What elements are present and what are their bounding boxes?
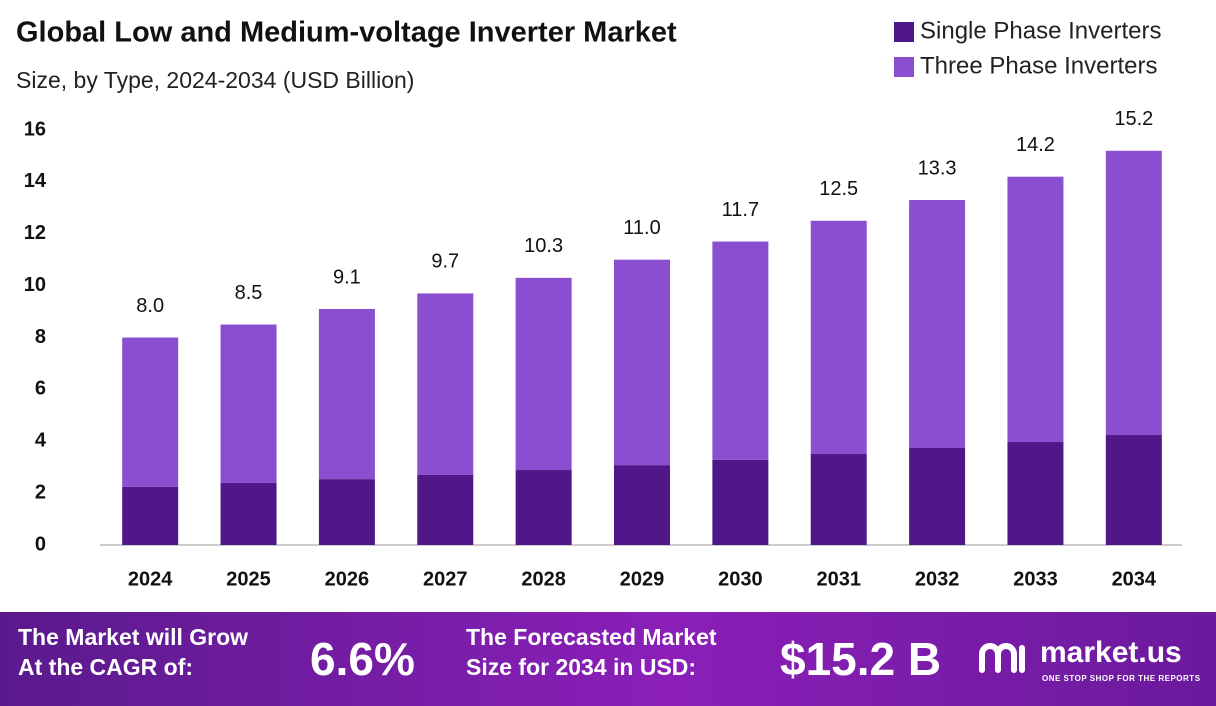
total-label: 8.5 xyxy=(235,282,263,304)
bar-segment xyxy=(515,470,572,545)
x-tick-label: 2031 xyxy=(816,568,861,590)
bar-segment xyxy=(318,308,375,480)
bar-segment xyxy=(810,220,867,454)
total-label: 11.0 xyxy=(623,217,660,239)
legend-swatch xyxy=(894,22,914,42)
x-tick-label: 2027 xyxy=(423,568,468,590)
bar-segment xyxy=(909,200,966,448)
tagline: ONE STOP SHOP FOR THE REPORTS xyxy=(1042,674,1201,683)
x-tick-label: 2026 xyxy=(325,568,370,590)
bar-segment xyxy=(122,337,179,487)
bar-segment xyxy=(417,293,474,475)
footer: The Market will Grow At the CAGR of: 6.6… xyxy=(0,612,1216,706)
bar-segment xyxy=(712,241,769,460)
total-label: 9.1 xyxy=(333,266,361,288)
cagr-line: The Market will Grow xyxy=(18,624,249,650)
cagr-value: 6.6% xyxy=(310,633,415,685)
bar-segment xyxy=(1007,442,1064,545)
bar-segment xyxy=(810,453,867,545)
x-tick-label: 2033 xyxy=(1013,568,1058,590)
total-label: 14.2 xyxy=(1016,134,1055,156)
y-tick-label: 2 xyxy=(35,481,46,503)
x-tick-label: 2028 xyxy=(521,568,566,590)
total-label: 11.7 xyxy=(722,199,759,221)
y-tick-label: 8 xyxy=(35,326,46,348)
y-tick-label: 4 xyxy=(35,430,47,452)
cagr-line: At the CAGR of: xyxy=(18,654,194,680)
y-tick-label: 16 xyxy=(24,118,46,140)
legend-label: Three Phase Inverters xyxy=(920,52,1157,79)
brand-logo xyxy=(979,643,1025,673)
bar-segment xyxy=(1105,435,1162,545)
cagr-text: The Market will Grow At the CAGR of: xyxy=(18,622,248,682)
legend-label: Single Phase Inverters xyxy=(920,17,1161,44)
y-tick-label: 14 xyxy=(24,170,47,192)
bar-segment xyxy=(515,277,572,471)
chart-subtitle: Size, by Type, 2024-2034 (USD Billion) xyxy=(16,67,414,93)
forecast-text: The Forecasted Market Size for 2034 in U… xyxy=(466,622,717,682)
y-tick-label: 0 xyxy=(35,533,46,555)
bar-segment xyxy=(417,474,474,545)
legend-swatch xyxy=(894,57,914,77)
total-label: 13.3 xyxy=(918,157,957,179)
bar-segment xyxy=(614,465,670,545)
x-tick-label: 2024 xyxy=(128,568,173,590)
bar-segment xyxy=(712,459,769,545)
forecast-line: Size for 2034 in USD: xyxy=(466,654,697,680)
x-tick-label: 2029 xyxy=(620,568,665,590)
forecast-value: $15.2 B xyxy=(780,633,942,685)
chart: Global Low and Medium-voltage Inverter M… xyxy=(16,17,1182,590)
bar-segment xyxy=(122,486,179,545)
bar-segment xyxy=(909,447,966,545)
total-label: 15.2 xyxy=(1114,108,1153,130)
brand: market.us xyxy=(1040,636,1182,669)
total-label: 10.3 xyxy=(524,235,563,257)
x-tick-label: 2032 xyxy=(915,568,960,590)
bar-segment xyxy=(1007,176,1064,443)
bar-segment xyxy=(1105,150,1162,436)
x-tick-label: 2034 xyxy=(1112,568,1157,590)
y-tick-label: 12 xyxy=(24,222,46,244)
total-label: 9.7 xyxy=(431,251,459,273)
bar-segment xyxy=(220,483,277,545)
x-tick-label: 2030 xyxy=(718,568,763,590)
total-label: 8.0 xyxy=(136,295,164,317)
y-tick-label: 6 xyxy=(35,378,46,400)
total-label: 12.5 xyxy=(819,178,858,200)
forecast-line: The Forecasted Market xyxy=(466,624,717,650)
bar-segment xyxy=(614,259,670,466)
chart-title: Global Low and Medium-voltage Inverter M… xyxy=(16,17,677,49)
y-tick-label: 10 xyxy=(24,274,46,296)
x-tick-label: 2025 xyxy=(226,568,271,590)
bar-segment xyxy=(318,479,375,545)
bar-segment xyxy=(220,324,277,484)
